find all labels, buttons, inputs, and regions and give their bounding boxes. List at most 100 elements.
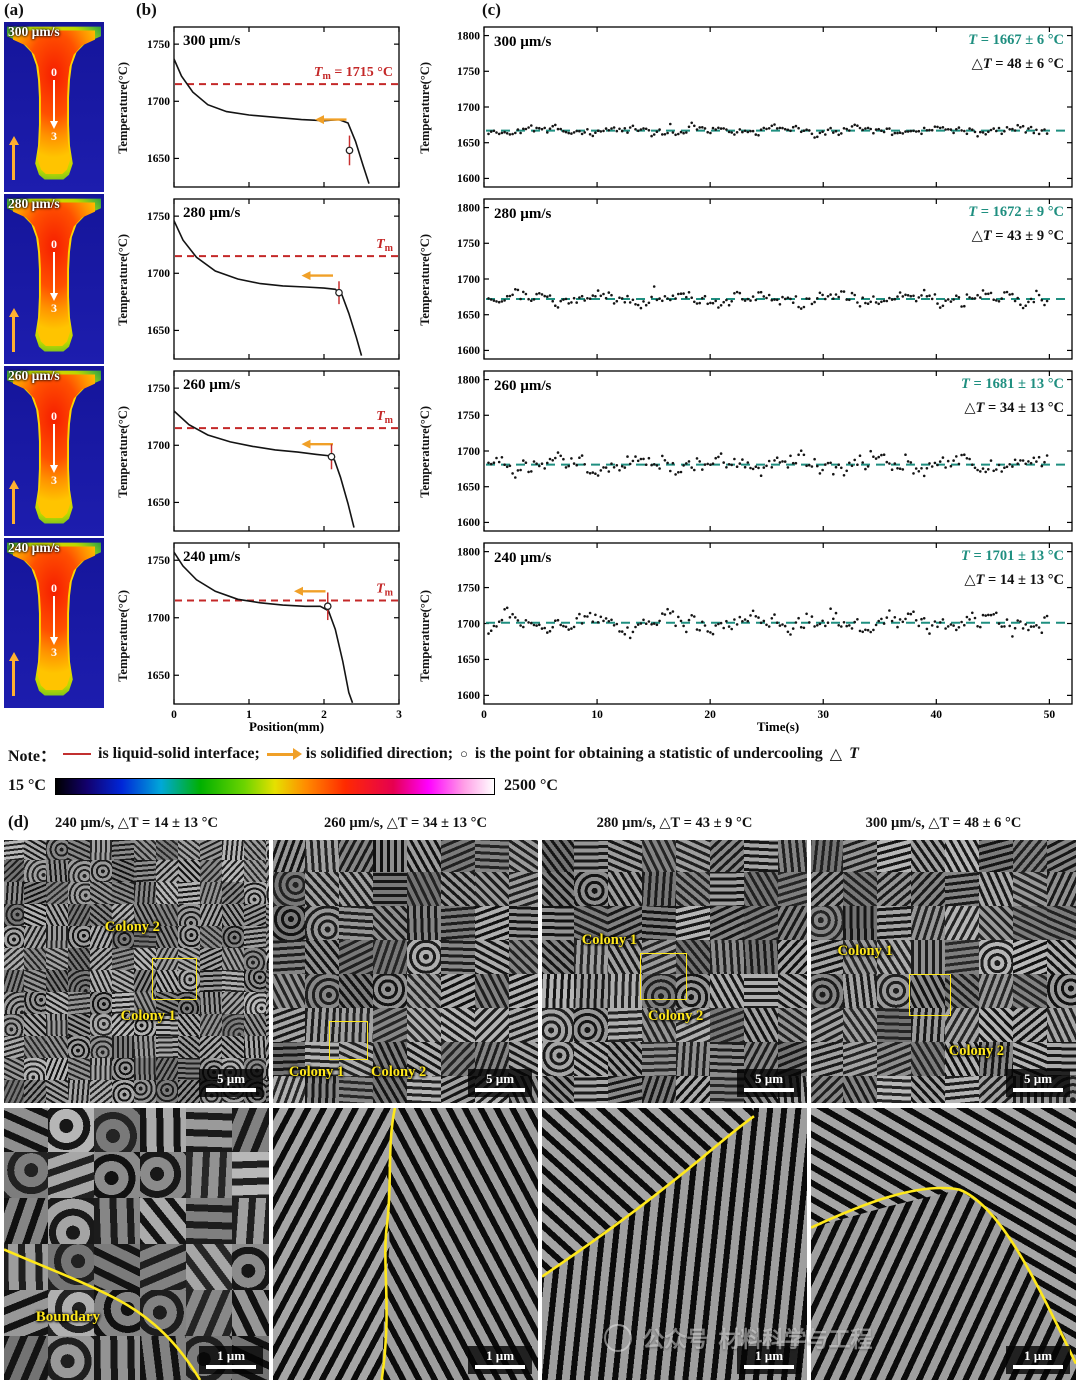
- svg-text:Tm: Tm: [376, 237, 394, 254]
- svg-text:T = 1681 ± 13 °C: T = 1681 ± 13 °C: [961, 376, 1064, 392]
- scale-bar: 5 µm: [737, 1069, 801, 1097]
- svg-text:30: 30: [817, 709, 829, 721]
- sem-colony-tile: [4, 1152, 52, 1207]
- svg-text:T = 1701 ± 13 °C: T = 1701 ± 13 °C: [961, 548, 1064, 564]
- sem-colony-tile: [178, 926, 200, 951]
- growth-direction-arrow: [8, 308, 19, 352]
- svg-text:1650: 1650: [147, 325, 170, 337]
- sem-colony-tile: [156, 970, 178, 994]
- svg-text:1650: 1650: [457, 138, 480, 150]
- sem-colony-tile: [574, 1008, 611, 1042]
- sem-colony-tile: [339, 840, 379, 878]
- scale-bar-line: [475, 1088, 525, 1092]
- svg-text:1700: 1700: [147, 96, 170, 108]
- svg-text:260 µm/s: 260 µm/s: [183, 377, 241, 393]
- svg-text:1750: 1750: [147, 211, 170, 223]
- scale-bar: 1 µm: [468, 1346, 532, 1374]
- svg-text:T = 1667 ± 6 °C: T = 1667 ± 6 °C: [968, 32, 1064, 48]
- colony-label: Colony 2: [948, 1042, 1004, 1059]
- svg-text:280 µm/s: 280 µm/s: [183, 205, 241, 221]
- sem-colony-tile: [945, 872, 981, 910]
- b-chart-240: 1650 1700 1750 0 1 2 3 Position(mm) Tm 240 µm/s: [134, 538, 406, 734]
- sem-colony-tile: [112, 840, 134, 860]
- sem-colony-tile: [94, 1290, 143, 1341]
- sem-colony-tile: [46, 1036, 68, 1062]
- y-axis-label: Temperature(°C): [115, 406, 130, 498]
- panel-d-header: (d) 240 µm/s, △T = 14 ± 13 °C 260 µm/s, …: [0, 812, 1080, 838]
- sem-colony-tile: [1013, 974, 1047, 1009]
- scale-bar-line: [206, 1088, 256, 1092]
- sem-texture: [811, 840, 1076, 1103]
- svg-text:1700: 1700: [147, 268, 170, 280]
- b-chart-row: Temperature(°C) 1650 1700 1750 Tm 280 µm/s: [112, 194, 406, 366]
- scale-bar-label: 5 µm: [754, 1071, 784, 1086]
- interface-line-icon: [63, 753, 91, 755]
- svg-text:1700: 1700: [457, 274, 480, 286]
- svg-text:1650: 1650: [147, 153, 170, 165]
- sem-overview-row: Colony 2 Colony 1 5 µm Colony 1 Colony 2…: [4, 840, 1076, 1103]
- y-axis-label: Temperature(°C): [417, 406, 432, 498]
- sem-colony-tile: [710, 840, 750, 875]
- sem-colony-tile: [186, 1244, 240, 1291]
- sem-colony-tile: [244, 904, 266, 933]
- sem-colony-tile: [475, 1008, 512, 1045]
- sem-colony-tile: [24, 1014, 53, 1036]
- sem-colony-tile: [244, 992, 269, 1017]
- svg-text:△T = 48 ± 6 °C: △T = 48 ± 6 °C: [972, 56, 1064, 72]
- sem-colony-tile: [811, 906, 843, 943]
- sem-colony-tile: [140, 1244, 191, 1291]
- b-plot: 1650 1700 1750 0 1 2 3 Position(mm) Tm 240 µm/s: [147, 542, 402, 734]
- sem-colony-tile: [979, 974, 1013, 1010]
- sem-colony-tile: [4, 970, 26, 995]
- scale-bar-label: 1 µm: [1023, 1348, 1053, 1363]
- sem-colony-tile: [94, 1244, 147, 1292]
- sem-colony-tile: [373, 872, 411, 911]
- sem-colony-tile: [186, 1108, 240, 1153]
- sem-colony-tile: [911, 1042, 951, 1077]
- sem-colony-tile: [877, 872, 912, 909]
- sem-colony-tile: [222, 926, 248, 952]
- scale-bottom-label: 3: [51, 129, 57, 144]
- sem-colony-tile: [266, 1080, 269, 1103]
- svg-text:1650: 1650: [457, 482, 480, 494]
- sem-colony-tile: [140, 1198, 194, 1249]
- sem-colony-tile: [1047, 906, 1076, 942]
- c-chart-280: 1600 1650 1700 1750 1800 T = 1672 ± 9 °C △T = …: [436, 194, 1080, 366]
- sem-texture: [4, 1108, 269, 1380]
- sem-colony-tile: [140, 1290, 190, 1337]
- svg-text:1800: 1800: [457, 374, 480, 386]
- panel-d-letter: (d): [8, 812, 29, 831]
- sem-colony-tile: [744, 840, 782, 878]
- sem-colony-tile: [945, 840, 982, 877]
- colony-label: Colony 2: [371, 1063, 427, 1080]
- svg-text:Tm: Tm: [376, 409, 394, 426]
- colony-boundary-curve: [273, 1108, 538, 1380]
- sem-colony-tile: [90, 1080, 117, 1103]
- panel-c-charts: Temperature(°C) 1600 1650 1700 1750 1800 T = …: [414, 22, 1080, 734]
- sem-colony-tile: [305, 1008, 340, 1044]
- speed-label: 240 µm/s: [8, 540, 60, 555]
- svg-text:300 µm/s: 300 µm/s: [183, 33, 241, 49]
- b-chart-280: 1650 1700 1750 Tm 280 µm/s: [134, 194, 406, 366]
- colorbar-min-label: 15 °C: [8, 777, 46, 794]
- scale-bottom-label: 3: [51, 473, 57, 488]
- sem-colony-tile: [222, 860, 248, 885]
- sem-colony-tile: [232, 1198, 269, 1248]
- svg-text:1750: 1750: [457, 66, 480, 78]
- sem-colony-tile: [778, 1008, 807, 1042]
- scale-bar: 1 µm: [737, 1346, 801, 1374]
- sem-colony-tile: [778, 872, 807, 908]
- sem-colony-tile: [140, 1336, 187, 1380]
- scale-bar-label: 1 µm: [485, 1348, 515, 1363]
- sem-colony-tile: [608, 906, 645, 944]
- c-plot: 1600 1650 1700 1750 1800 T = 1667 ± 6 °C △T = …: [457, 26, 1073, 188]
- sem-colony-tile: [642, 872, 677, 910]
- sem-colony-tile: [305, 940, 341, 974]
- panel-a-letter: (a): [4, 0, 24, 19]
- colony-boundary-curve: [811, 1108, 1076, 1380]
- note-prefix: Note：: [8, 748, 56, 765]
